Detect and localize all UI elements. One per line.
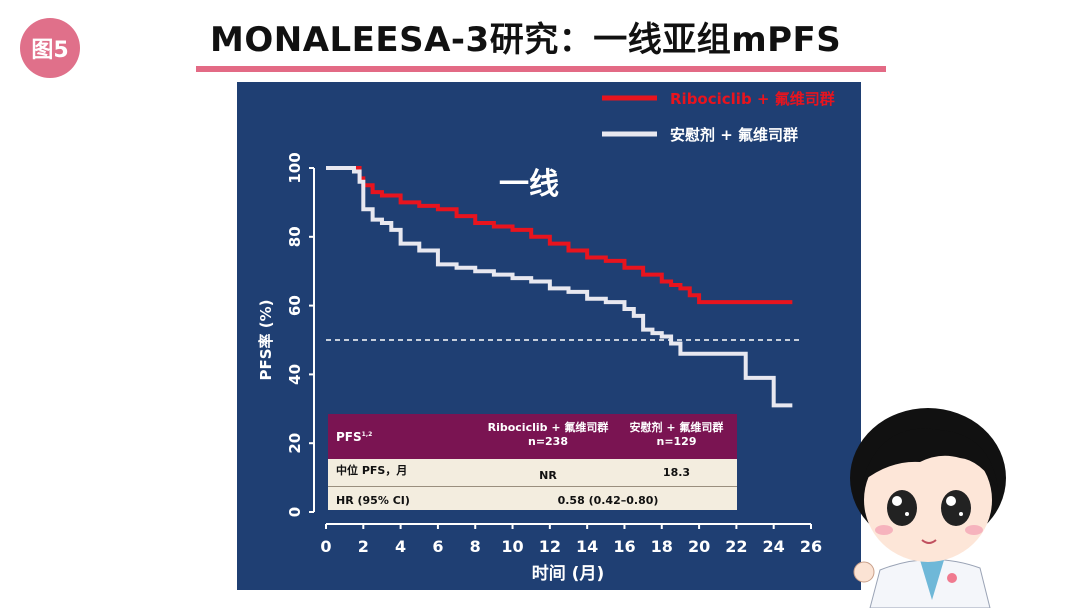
y-tick-label: 80 (286, 226, 304, 247)
hr-label: HR (95% CI) (336, 494, 410, 507)
y-tick-label: 20 (286, 433, 304, 454)
y-axis-label: PFS率 (%) (257, 299, 275, 380)
x-tick-label: 4 (395, 537, 406, 556)
x-tick-label: 12 (539, 537, 561, 556)
pfs-table-header-sup: 1,2 (361, 431, 373, 438)
series-group (326, 166, 793, 408)
series-line-0 (326, 166, 793, 305)
table-divider (328, 486, 737, 487)
pfs-table-header-label: PFS1,2 (336, 430, 373, 444)
y-tick-label: 100 (286, 152, 304, 183)
col2-header-line2: n=129 (656, 435, 697, 448)
x-tick-label: 2 (358, 537, 369, 556)
x-tick-label: 18 (651, 537, 673, 556)
figure-badge: 图5 (20, 18, 80, 78)
median-pfs-col1: NR (539, 469, 557, 482)
figure-badge-label: 图5 (31, 38, 69, 63)
y-tick-label: 60 (286, 295, 304, 316)
y-tick-label: 40 (286, 364, 304, 385)
series-line-1 (326, 166, 793, 408)
x-tick-label: 16 (613, 537, 635, 556)
col1-header-line2: n=238 (527, 435, 568, 448)
x-tick-label: 22 (725, 537, 747, 556)
pfs-table: PFS1,2 Ribociclib + 氟维司群 n=238 安慰剂 + 氟维司… (328, 414, 737, 510)
x-tick-label: 8 (470, 537, 481, 556)
title-underline (196, 66, 886, 72)
median-pfs-col2: 18.3 (662, 466, 691, 479)
pfs-table-header: PFS1,2 Ribociclib + 氟维司群 n=238 安慰剂 + 氟维司… (328, 414, 737, 459)
col1-header-line1: Ribociclib + 氟维司群 (487, 421, 609, 434)
x-tick-label: 14 (576, 537, 598, 556)
x-tick-label: 26 (800, 537, 822, 556)
x-tick-label: 20 (688, 537, 710, 556)
x-tick-label: 24 (763, 537, 785, 556)
legend-label-0: Ribociclib + 氟维司群 (670, 90, 835, 108)
x-tick-label: 10 (501, 537, 523, 556)
x-tick-label: 6 (432, 537, 443, 556)
col2-header-line1: 安慰剂 + 氟维司群 (629, 421, 724, 434)
slide-title: MONALEESA-3研究：一线亚组mPFS (210, 20, 842, 60)
legend-label-1: 安慰剂 + 氟维司群 (670, 126, 798, 144)
y-tick-label: 0 (286, 507, 304, 517)
x-tick-label: 0 (320, 537, 331, 556)
x-axis-label: 时间 (月) (532, 563, 604, 584)
hr-value: 0.58 (0.42–0.80) (557, 494, 659, 507)
chart-subtitle: 一线 (499, 167, 559, 202)
median-pfs-label: 中位 PFS，月 (336, 464, 408, 477)
doctor-mascot-icon (850, 408, 1006, 608)
